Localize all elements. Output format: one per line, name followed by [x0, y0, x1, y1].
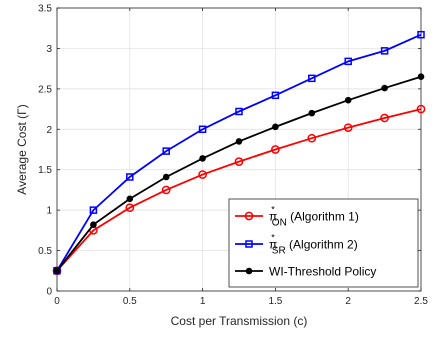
data-point-square: [417, 30, 425, 39]
data-point-square: [198, 125, 207, 134]
data-point-dot: [126, 195, 134, 203]
y-tick-label: 3: [46, 44, 52, 55]
data-point-dot: [235, 138, 243, 145]
legend-label: WI-Threshold Policy: [269, 265, 376, 279]
legend-label-sub: SR: [272, 246, 286, 257]
data-point-square: [344, 57, 352, 66]
y-tick-label: 1: [46, 206, 52, 217]
series-1: [52, 104, 426, 276]
x-tick-label: 2: [345, 296, 351, 307]
y-tick-label: 3.5: [38, 4, 52, 15]
data-point-dot: [162, 173, 170, 181]
x-tick-label: 1.5: [268, 296, 282, 307]
y-tick-label: 0: [46, 287, 52, 298]
series-line: [56, 33, 422, 272]
legend-item-1: π* ON (Algorithm 1): [235, 205, 359, 229]
data-point-circle: [307, 133, 317, 143]
data-point-dot: [417, 73, 425, 81]
data-point-circle: [244, 211, 254, 221]
data-point-dot: [272, 123, 279, 131]
legend-label-main: WI-Threshold Policy: [269, 265, 376, 279]
x-tick-label: 1: [200, 296, 206, 307]
data-point-circle: [198, 170, 207, 179]
data-point-dot: [308, 109, 316, 117]
data-point-circle: [234, 157, 244, 166]
data-point-circle: [416, 104, 426, 114]
data-point-square: [380, 47, 389, 55]
axis-ticks: 0 0.5 1 1.5 2 2.5 0 0.5 1 1.5 2 2.5 3 3.5: [38, 4, 428, 308]
data-point-square: [245, 240, 253, 248]
data-point-circle: [271, 145, 280, 154]
legend-label: π* SR (Algorithm 2): [269, 233, 358, 257]
x-tick-label: 0.5: [123, 296, 137, 307]
legend-label-rest: (Algorithm 1): [287, 210, 359, 224]
legend-label: π* ON (Algorithm 1): [269, 205, 359, 229]
y-tick-label: 2: [46, 125, 52, 136]
data-point-circle: [161, 185, 171, 195]
data-point-circle: [125, 203, 135, 213]
legend-label-sup: *: [271, 205, 275, 215]
data-point-square: [89, 206, 98, 214]
data-point-dot: [53, 267, 61, 275]
series-line: [56, 108, 422, 272]
legend-label-rest: (Algorithm 2): [286, 238, 358, 252]
x-tick-label: 0: [54, 296, 60, 307]
plot-frame: [56, 7, 422, 292]
legend-label-main: π: [269, 210, 277, 224]
x-axis-label: Cost per Transmission (c): [171, 314, 308, 328]
data-point-dot: [344, 96, 352, 104]
legend: π* ON (Algorithm 1)π* SR (Algorithm 2)WI-T…: [228, 198, 419, 288]
y-tick-label: 2.5: [38, 84, 52, 95]
y-axis-label: Average Cost (Γ): [15, 104, 29, 194]
legend-label-sup: *: [271, 233, 275, 243]
data-point-dot: [90, 221, 97, 228]
data-point-dot: [199, 155, 206, 162]
y-tick-label: 0.5: [38, 246, 52, 257]
data-point-square: [126, 173, 134, 181]
series-3: [53, 73, 425, 275]
data-point-dot: [381, 84, 388, 92]
data-series: [52, 30, 426, 276]
data-point-circle: [380, 113, 389, 123]
data-point-square: [162, 147, 170, 155]
legend-item-2: π* SR (Algorithm 2): [235, 233, 358, 257]
data-point-dot: [245, 267, 253, 275]
data-point-square: [271, 91, 280, 100]
data-point-square: [235, 107, 243, 116]
legend-label-sub: ON: [272, 218, 287, 229]
data-point-square: [308, 74, 316, 83]
x-tick-label: 2.5: [414, 296, 428, 307]
data-point-circle: [343, 123, 353, 133]
legend-item-3: WI-Threshold Policy: [235, 265, 376, 279]
legend-label-main: π: [269, 238, 277, 252]
y-tick-label: 1.5: [38, 165, 52, 176]
legend-box: [228, 198, 419, 288]
